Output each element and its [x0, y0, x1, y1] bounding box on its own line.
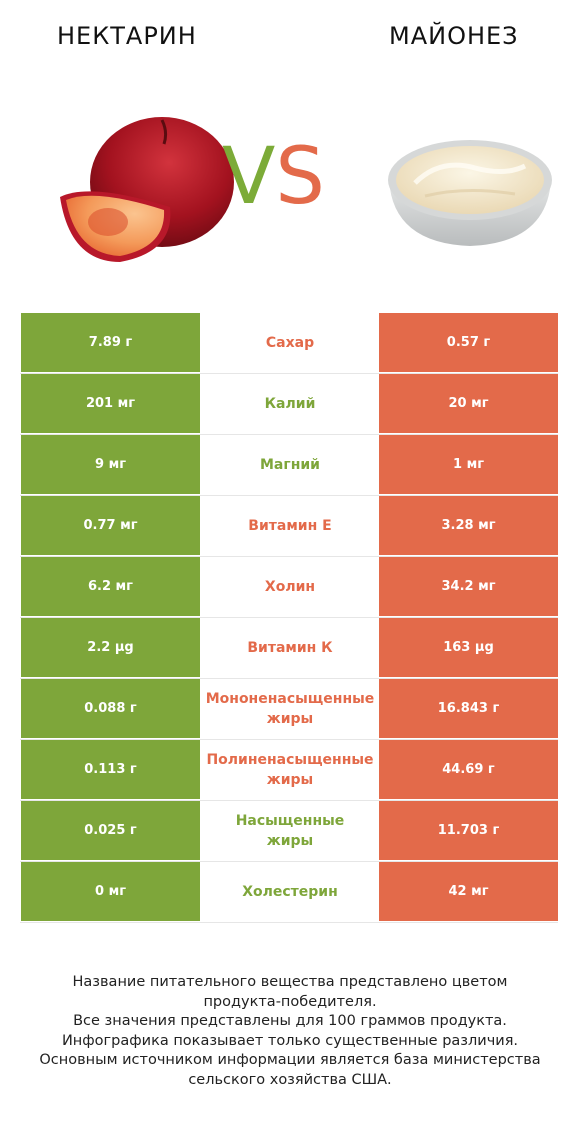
right-value-cell: 20 мг: [379, 374, 558, 433]
table-row: 0 мг Холестерин 42 мг: [20, 862, 558, 923]
left-value-cell: 0 мг: [21, 862, 200, 921]
right-value-cell: 44.69 г: [379, 740, 558, 799]
right-value-cell: 1 мг: [379, 435, 558, 494]
table-row: 0.088 г Мононенасыщенные жиры 16.843 г: [20, 679, 558, 740]
right-value-cell: 3.28 мг: [379, 496, 558, 555]
nutrient-name-cell: Витамин E: [201, 496, 379, 555]
right-value-cell: 0.57 г: [379, 313, 558, 372]
footnote-line: продукта-победителя.: [203, 993, 377, 1010]
footnote-line: Основным источником информации является …: [39, 1052, 541, 1068]
comparison-table: 7.89 г Сахар 0.57 г 201 мг Калий 20 мг 9 мг Маг…: [20, 313, 558, 923]
right-value-cell: 163 µg: [379, 618, 558, 677]
nutrient-name-cell: Полиненасыщенные жиры: [201, 740, 379, 799]
footnote-line: Название питательного вещества представл…: [72, 974, 508, 990]
table-row: 6.2 мг Холин 34.2 мг: [20, 557, 558, 618]
vs-s-letter: S: [275, 132, 325, 222]
right-value-cell: 42 мг: [379, 862, 558, 921]
left-product-title: НЕКТАРИН: [57, 22, 197, 50]
table-row: 9 мг Магний 1 мг: [20, 435, 558, 496]
mayonnaise-image: [388, 140, 552, 246]
nutrient-name-cell: Мононенасыщенные жиры: [201, 679, 379, 738]
nutrient-name-cell: Магний: [201, 435, 379, 494]
nectarine-image: [60, 117, 234, 262]
right-value-cell: 11.703 г: [379, 801, 558, 860]
left-value-cell: 7.89 г: [21, 313, 200, 372]
left-value-cell: 9 мг: [21, 435, 200, 494]
table-row: 201 мг Калий 20 мг: [20, 374, 558, 435]
nutrient-name-cell: Насыщенные жиры: [201, 801, 379, 860]
nutrient-name-cell: Калий: [201, 374, 379, 433]
nutrient-name-cell: Холестерин: [201, 862, 379, 921]
table-row: 0.025 г Насыщенные жиры 11.703 г: [20, 801, 558, 862]
footnote-line: Все значения представлены для 100 граммо…: [73, 1013, 507, 1029]
table-row: 7.89 г Сахар 0.57 г: [20, 313, 558, 374]
left-value-cell: 201 мг: [21, 374, 200, 433]
vs-v-letter: V: [222, 132, 276, 222]
footnote-line: сельского хозяйства США.: [188, 1071, 392, 1088]
table-row: 2.2 µg Витамин К 163 µg: [20, 618, 558, 679]
table-row: 0.113 г Полиненасыщенные жиры 44.69 г: [20, 740, 558, 801]
left-value-cell: 2.2 µg: [21, 618, 200, 677]
left-value-cell: 0.088 г: [21, 679, 200, 738]
nutrient-name-cell: Витамин К: [201, 618, 379, 677]
vs-label: VS: [222, 138, 325, 216]
nutrient-name-cell: Сахар: [201, 313, 379, 372]
left-value-cell: 0.025 г: [21, 801, 200, 860]
right-value-cell: 16.843 г: [379, 679, 558, 738]
right-product-title: МАЙОНЕЗ: [389, 22, 519, 50]
footnote-line: Инфографика показывает только существенн…: [61, 1032, 519, 1049]
left-value-cell: 0.77 мг: [21, 496, 200, 555]
nutrient-name-cell: Холин: [201, 557, 379, 616]
right-value-cell: 34.2 мг: [379, 557, 558, 616]
table-row: 0.77 мг Витамин E 3.28 мг: [20, 496, 558, 557]
footnote: Название питательного вещества представл…: [20, 973, 560, 1090]
left-value-cell: 0.113 г: [21, 740, 200, 799]
left-value-cell: 6.2 мг: [21, 557, 200, 616]
